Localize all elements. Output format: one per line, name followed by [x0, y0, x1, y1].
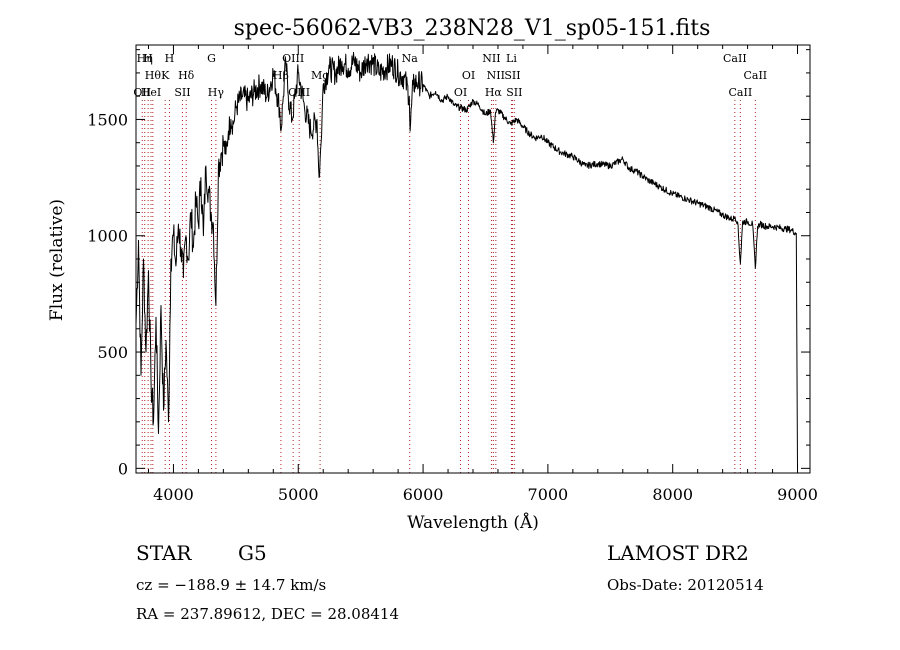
line-label-18: NII — [482, 52, 500, 65]
redshift-velocity: cz = −188.9 ± 14.7 km/s — [136, 576, 327, 594]
axis-ticks: 4000 5000 6000 7000 8000 9000 0 500 1000 1500 — [87, 45, 818, 504]
line-label-4: HeI — [141, 86, 161, 99]
x-tick-label-5: 9000 — [777, 485, 818, 504]
subclass: G5 — [238, 541, 267, 565]
line-label-7: SII — [174, 86, 190, 99]
y-tick-label-2: 1000 — [87, 227, 128, 246]
spectrum-series — [135, 51, 798, 469]
line-label-9: G — [207, 52, 216, 65]
line-label-16: OI — [454, 86, 467, 99]
line-label-8: Hδ — [178, 69, 195, 82]
line-label-20: NII — [487, 69, 505, 82]
line-label-1: Hη — [137, 52, 153, 65]
x-tick-label-0: 4000 — [153, 485, 194, 504]
y-tick-label-0: 0 — [118, 459, 128, 478]
line-label-14: Mg — [311, 69, 329, 82]
line-label-2: H — [143, 52, 153, 65]
line-label-21: Li — [506, 52, 517, 65]
line-label-25: CaII — [729, 86, 753, 99]
y-tick-label-3: 1500 — [87, 110, 128, 129]
y-axis-label: Flux (relative) — [47, 199, 67, 321]
spectral-line-markers: OIIHηHHθHeIKHSIIHδGHγHβOIIIOIIIMgNaOIOIN… — [133, 52, 767, 473]
line-label-6: H — [165, 52, 175, 65]
survey-name: LAMOST DR2 — [607, 541, 749, 565]
line-label-24: CaII — [723, 52, 747, 65]
line-label-10: Hγ — [208, 86, 225, 99]
x-axis-label: Wavelength (Å) — [407, 512, 539, 533]
spectrum-line — [135, 51, 798, 469]
line-label-15: Na — [402, 52, 419, 65]
observation-date: Obs-Date: 20120514 — [607, 576, 764, 594]
line-label-19: Hα — [485, 86, 503, 99]
x-tick-label-2: 6000 — [403, 485, 444, 504]
line-label-12: OIII — [282, 52, 304, 65]
line-label-17: OI — [462, 69, 475, 82]
line-label-13: OIII — [288, 86, 310, 99]
line-label-3: Hθ — [145, 69, 162, 82]
line-label-5: K — [161, 69, 170, 82]
coordinates: RA = 237.89612, DEC = 28.08414 — [136, 605, 400, 623]
object-type: STAR — [136, 541, 192, 565]
x-tick-label-1: 5000 — [278, 485, 319, 504]
chart-title: spec-56062-VB3_238N28_V1_sp05-151.fits — [234, 16, 711, 41]
line-label-23: SII — [506, 86, 522, 99]
x-tick-label-4: 8000 — [652, 485, 693, 504]
line-label-22: SII — [504, 69, 520, 82]
y-tick-label-1: 500 — [97, 343, 128, 362]
x-tick-label-3: 7000 — [528, 485, 569, 504]
line-label-26: CaII — [743, 69, 767, 82]
